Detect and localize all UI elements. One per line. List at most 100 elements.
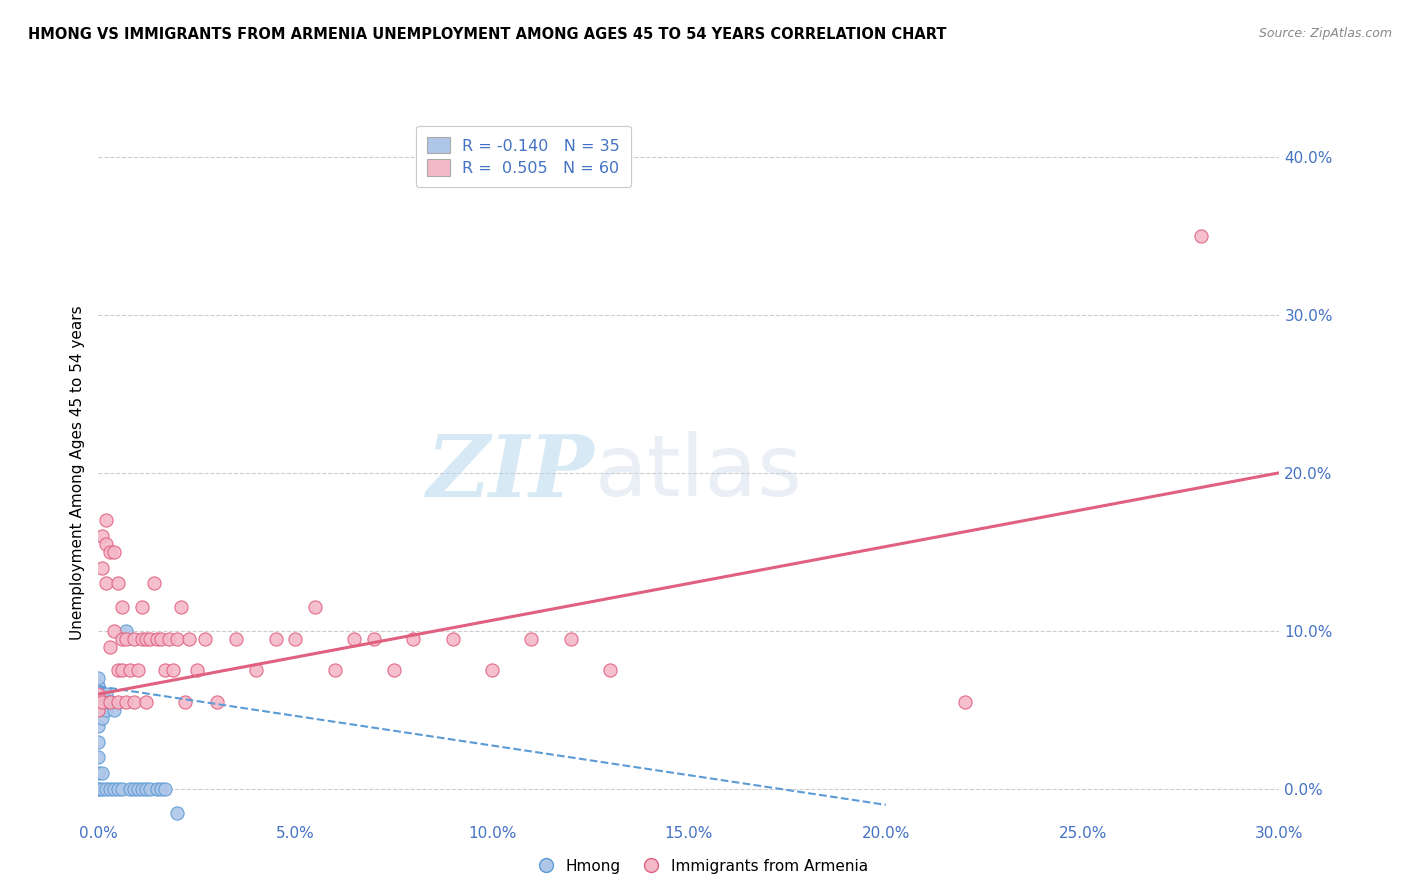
Point [560,632,582,646]
Point [96,782,118,797]
Point [103,703,125,717]
Point [87,687,110,701]
Point [131,632,153,646]
Point [115,695,138,709]
Point [122,632,145,646]
Point [103,782,125,797]
Point [96,537,118,551]
Point [87,703,110,717]
Point [323,664,346,678]
Point [284,632,307,646]
Point [363,632,385,646]
Point [87,766,110,780]
Point [245,664,267,678]
Point [177,632,200,646]
Point [118,782,141,797]
Point [91,695,114,709]
Point [87,719,110,733]
Point [87,734,110,748]
Point [1189,228,1212,243]
Point [98,782,121,797]
Point [96,513,118,527]
Point [166,632,188,646]
Point [170,600,193,615]
Point [135,695,157,709]
Point [441,632,464,646]
Point [107,664,129,678]
Point [122,782,145,797]
Point [111,600,134,615]
Point [155,782,177,797]
Point [520,632,543,646]
Point [98,545,121,559]
Text: atlas: atlas [595,431,803,515]
Legend: R = -0.140   N = 35, R =  0.505   N = 60: R = -0.140 N = 35, R = 0.505 N = 60 [416,126,631,187]
Point [91,782,114,797]
Y-axis label: Unemployment Among Ages 45 to 54 years: Unemployment Among Ages 45 to 54 years [69,305,84,640]
Point [91,529,114,543]
Point [155,664,177,678]
Point [91,695,114,709]
Point [150,632,173,646]
Text: ZIP: ZIP [426,431,595,515]
Point [402,632,425,646]
Text: HMONG VS IMMIGRANTS FROM ARMENIA UNEMPLOYMENT AMONG AGES 45 TO 54 YEARS CORRELAT: HMONG VS IMMIGRANTS FROM ARMENIA UNEMPLO… [28,27,946,42]
Point [87,671,110,685]
Point [135,782,157,797]
Point [118,664,141,678]
Point [122,695,145,709]
Point [111,632,134,646]
Point [103,624,125,638]
Point [138,782,160,797]
Point [111,664,134,678]
Point [87,679,110,693]
Point [162,664,184,678]
Point [87,703,110,717]
Point [194,632,217,646]
Text: Source: ZipAtlas.com: Source: ZipAtlas.com [1258,27,1392,40]
Point [87,782,110,797]
Point [599,664,621,678]
Point [953,695,976,709]
Point [107,576,129,591]
Point [138,632,160,646]
Point [264,632,287,646]
Point [382,664,405,678]
Point [91,711,114,725]
Point [103,545,125,559]
Point [98,640,121,654]
Point [166,805,188,820]
Point [481,664,503,678]
Point [304,600,326,615]
Point [107,695,129,709]
Point [343,632,366,646]
Point [135,632,157,646]
Legend: Hmong, Immigrants from Armenia: Hmong, Immigrants from Armenia [531,853,875,880]
Point [127,664,149,678]
Point [150,782,173,797]
Point [98,695,121,709]
Point [146,782,169,797]
Point [146,632,169,646]
Point [96,687,118,701]
Point [174,695,197,709]
Point [96,576,118,591]
Point [107,782,129,797]
Point [131,600,153,615]
Point [87,687,110,701]
Point [96,703,118,717]
Point [91,687,114,701]
Point [225,632,247,646]
Point [98,695,121,709]
Point [87,750,110,764]
Point [127,782,149,797]
Point [87,782,110,797]
Point [91,560,114,574]
Point [157,632,180,646]
Point [91,766,114,780]
Point [205,695,228,709]
Point [186,664,208,678]
Point [115,624,138,638]
Point [131,782,153,797]
Point [142,576,165,591]
